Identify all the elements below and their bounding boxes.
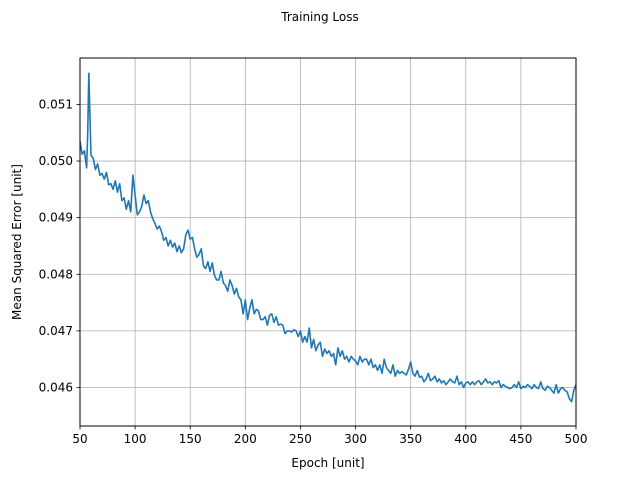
series-layer: [79, 72, 577, 403]
y-tick-label: 0.050: [39, 154, 73, 168]
y-tick-label: 0.051: [39, 97, 73, 111]
x-tick-label: 50: [72, 432, 87, 446]
x-tick-label: 450: [509, 432, 532, 446]
x-tick-label: 250: [289, 432, 312, 446]
y-tick-label: 0.048: [39, 267, 73, 281]
chart-title: Training Loss: [280, 10, 358, 24]
x-tick-label: 350: [399, 432, 422, 446]
x-tick-label: 150: [179, 432, 202, 446]
x-tick-label: 200: [234, 432, 257, 446]
x-axis-label: Epoch [unit]: [291, 456, 364, 470]
x-tick-label: 300: [344, 432, 367, 446]
y-tick-label: 0.047: [39, 324, 73, 338]
plot-frame: [79, 57, 577, 427]
x-tick-label: 100: [124, 432, 147, 446]
x-axis-ticks: 50 100 150 200 250 300 350 400 450 500: [72, 426, 587, 446]
y-tick-label: 0.049: [39, 211, 73, 225]
y-axis-ticks: 0.046 0.047 0.048 0.049 0.050 0.051: [39, 97, 80, 395]
series-line: [79, 72, 577, 403]
plot-area: [80, 58, 576, 426]
x-tick-label: 400: [454, 432, 477, 446]
y-axis-label: Mean Squared Error [unit]: [10, 164, 24, 320]
x-tick-label: 500: [565, 432, 588, 446]
y-tick-label: 0.046: [39, 381, 73, 395]
